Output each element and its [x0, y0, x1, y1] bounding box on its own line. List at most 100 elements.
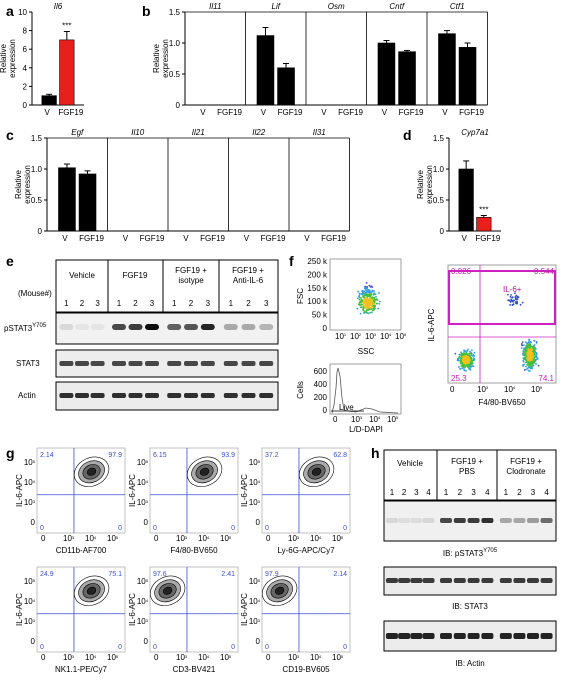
- event-dot: [365, 289, 367, 292]
- ld-tick: 103: [351, 415, 363, 424]
- event-dot: [458, 356, 461, 359]
- event-dot: [360, 303, 363, 306]
- y-tick-label: 10: [18, 8, 27, 17]
- lane-label: 3: [471, 488, 476, 497]
- f480-tick: 105: [531, 385, 543, 394]
- band-stat3: [112, 361, 126, 366]
- f480-tick: 104: [504, 385, 516, 394]
- y-tick: 104: [24, 478, 36, 487]
- event-dot: [537, 364, 540, 367]
- y-tick-label: 0.5: [169, 70, 181, 79]
- blot-e: Vehicle FGF19 FGF19 + isotype FGF19 + An…: [4, 259, 279, 411]
- band-actin: [75, 393, 89, 398]
- bar: [398, 51, 416, 106]
- event-dot: [527, 369, 530, 372]
- flow-f-f480-label: F4/80-BV650: [478, 398, 526, 407]
- event-dot: [375, 295, 377, 298]
- y-tick-label: 1.0: [31, 165, 43, 174]
- event-dot: [531, 363, 534, 365]
- event-dot: [529, 367, 532, 370]
- y-axis-label: IL-6-APC: [128, 593, 137, 626]
- x-category-label: V: [321, 108, 327, 117]
- event-dot: [463, 349, 465, 352]
- lane-label: 4: [426, 488, 431, 497]
- x-tick: 0: [41, 534, 46, 543]
- band-actin: [184, 393, 198, 398]
- event-dot: [529, 346, 532, 348]
- band-actin: [513, 633, 526, 639]
- quadrant-ur: 93.9: [221, 452, 235, 459]
- event-dot: [368, 305, 371, 308]
- quadrant-lr: 0: [231, 525, 235, 532]
- event-dot: [366, 293, 368, 296]
- event-dot: [357, 303, 360, 306]
- event-dot: [358, 298, 361, 301]
- band-stat3: [540, 578, 553, 583]
- y-tick: 105: [249, 458, 261, 467]
- event-dot: [369, 306, 372, 309]
- flow-f-gate-label: IL-6+: [503, 285, 522, 294]
- event-dot: [362, 292, 365, 295]
- cells-tick: 400: [314, 380, 328, 389]
- event-dot: [374, 304, 376, 307]
- event-dot: [535, 351, 538, 354]
- panel-letter-e: e: [6, 253, 14, 269]
- panel-letter-f: f: [289, 253, 294, 269]
- y-tick: 105: [249, 577, 261, 586]
- x-tick: 104: [198, 653, 210, 662]
- band-pstat3: [499, 518, 512, 523]
- y-tick: 105: [24, 577, 36, 586]
- event-dot: [511, 304, 514, 306]
- event-dot: [363, 305, 366, 308]
- lane-label: 1: [117, 299, 122, 308]
- event-dot: [530, 349, 533, 352]
- band-pstat3: [540, 518, 553, 523]
- event-dot: [371, 309, 374, 312]
- flow-f-ld-ticks: 0 103 104 105: [333, 415, 399, 424]
- event-dot: [532, 350, 535, 353]
- event-dot: [460, 360, 463, 363]
- contour-level: [311, 467, 322, 476]
- blot-e-group-fgf19-iso-2: isotype: [178, 276, 204, 285]
- lane-label: 1: [64, 299, 69, 308]
- x-category-label: FGF19: [475, 234, 500, 243]
- event-dot: [473, 358, 476, 361]
- band-actin: [200, 393, 215, 398]
- event-dot: [531, 367, 533, 370]
- ssc-tick: 103: [365, 332, 377, 341]
- blot-h-bands: [385, 518, 553, 639]
- y-tick-label: 1.5: [433, 134, 445, 143]
- y-tick-label: 0: [23, 101, 28, 110]
- event-dot: [509, 295, 512, 298]
- event-dot: [363, 290, 366, 293]
- event-dot: [461, 364, 464, 367]
- event-dot: [469, 367, 471, 369]
- band-actin: [540, 633, 553, 639]
- y-tick-label: 0.5: [433, 196, 445, 205]
- x-tick: 105: [107, 534, 119, 543]
- event-dot: [527, 346, 530, 348]
- x-category-label: FGF19: [399, 108, 424, 117]
- x-tick: 103: [176, 534, 188, 543]
- fsc-tick: 200 k: [307, 270, 328, 279]
- lane-label: 2: [246, 299, 251, 308]
- bar: [377, 42, 396, 106]
- contour-plot-frame: [36, 447, 126, 534]
- gene-label: Cntf: [389, 2, 404, 11]
- bar: [458, 47, 477, 106]
- y-tick-label: 6: [23, 45, 28, 54]
- event-dot: [364, 288, 367, 290]
- band-stat3: [422, 578, 435, 583]
- y-tick: 103: [24, 498, 36, 507]
- event-dot: [521, 344, 523, 347]
- event-dot: [362, 301, 365, 304]
- x-category-label: FGF19: [58, 108, 83, 117]
- flow-f-quad-ul: 0.026: [451, 267, 472, 276]
- event-dot: [364, 306, 367, 309]
- flow-f-fsc-ticks: 250 k 200 k 150 k 100 k 50 k 0: [307, 257, 328, 333]
- ld-tick: 0: [333, 415, 338, 424]
- f480-tick: 0: [450, 385, 455, 394]
- ssc-tick: 104: [380, 332, 392, 341]
- x-category-label: V: [44, 108, 50, 117]
